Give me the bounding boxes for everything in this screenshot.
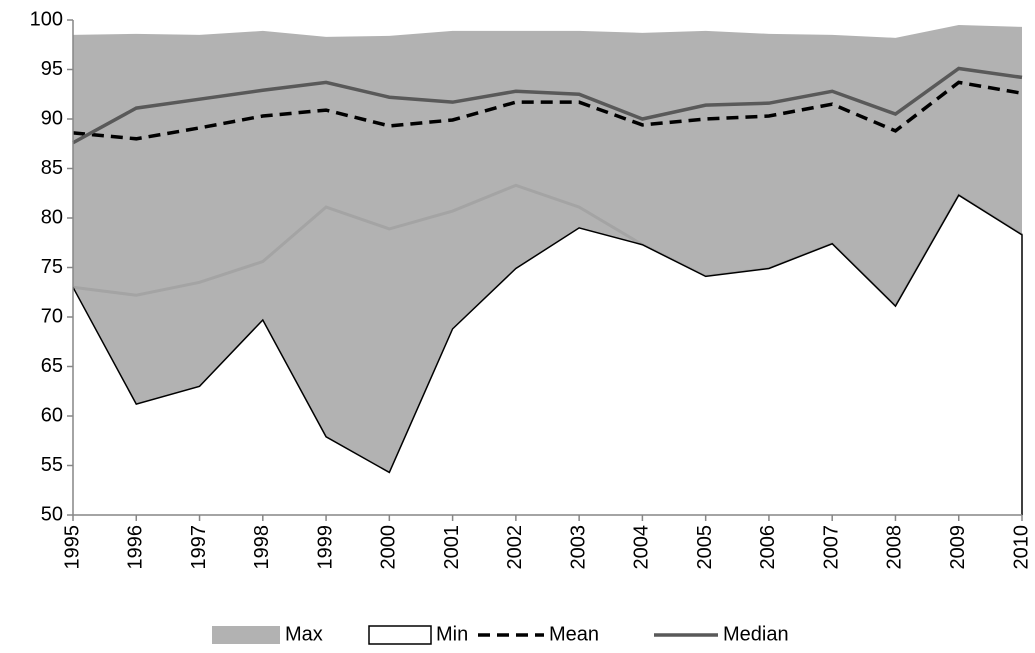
mean-line	[72, 80, 1023, 141]
y-tick-label: 75	[41, 256, 63, 278]
x-tick-label: 2004	[631, 525, 653, 570]
x-tick-label: 1997	[188, 525, 210, 570]
x-tick-label: 2009	[947, 525, 969, 570]
x-tick-label: 2005	[694, 525, 716, 570]
x-tick-label: 2000	[378, 525, 400, 570]
y-tick-label: 90	[41, 107, 63, 129]
y-tick-label: 50	[41, 503, 63, 525]
y-tick-label: 60	[41, 404, 63, 426]
x-tick-label: 2002	[504, 525, 526, 570]
x-tick-label: 1995	[61, 525, 83, 570]
y-tick-label: 70	[41, 305, 63, 327]
legend-label: Mean	[549, 623, 599, 645]
x-tick-label: 2008	[884, 525, 906, 570]
min-area	[73, 195, 1022, 516]
median-line	[72, 66, 1023, 145]
x-tick-label: 1999	[314, 525, 336, 570]
legend-label: Max	[285, 623, 323, 645]
x-tick-label: 1996	[125, 525, 147, 570]
x-tick-label: 2001	[441, 525, 463, 570]
x-tick-label: 2007	[820, 525, 842, 570]
y-tick-label: 80	[41, 206, 63, 228]
x-tick-label: 2006	[757, 525, 779, 570]
y-tick-label: 100	[30, 8, 63, 30]
x-tick-label: 1998	[251, 525, 273, 570]
min-outline	[72, 194, 1023, 515]
y-tick-label: 55	[41, 454, 63, 476]
legend-swatch	[212, 626, 280, 644]
legend-label: Median	[723, 623, 789, 645]
legend-label: Min	[436, 623, 468, 645]
y-tick-label: 95	[41, 58, 63, 80]
y-tick-label: 85	[41, 157, 63, 179]
legend-swatch	[368, 625, 432, 645]
x-tick-label: 2010	[1010, 525, 1032, 570]
y-tick-label: 65	[41, 355, 63, 377]
x-tick-label: 2003	[567, 525, 589, 570]
